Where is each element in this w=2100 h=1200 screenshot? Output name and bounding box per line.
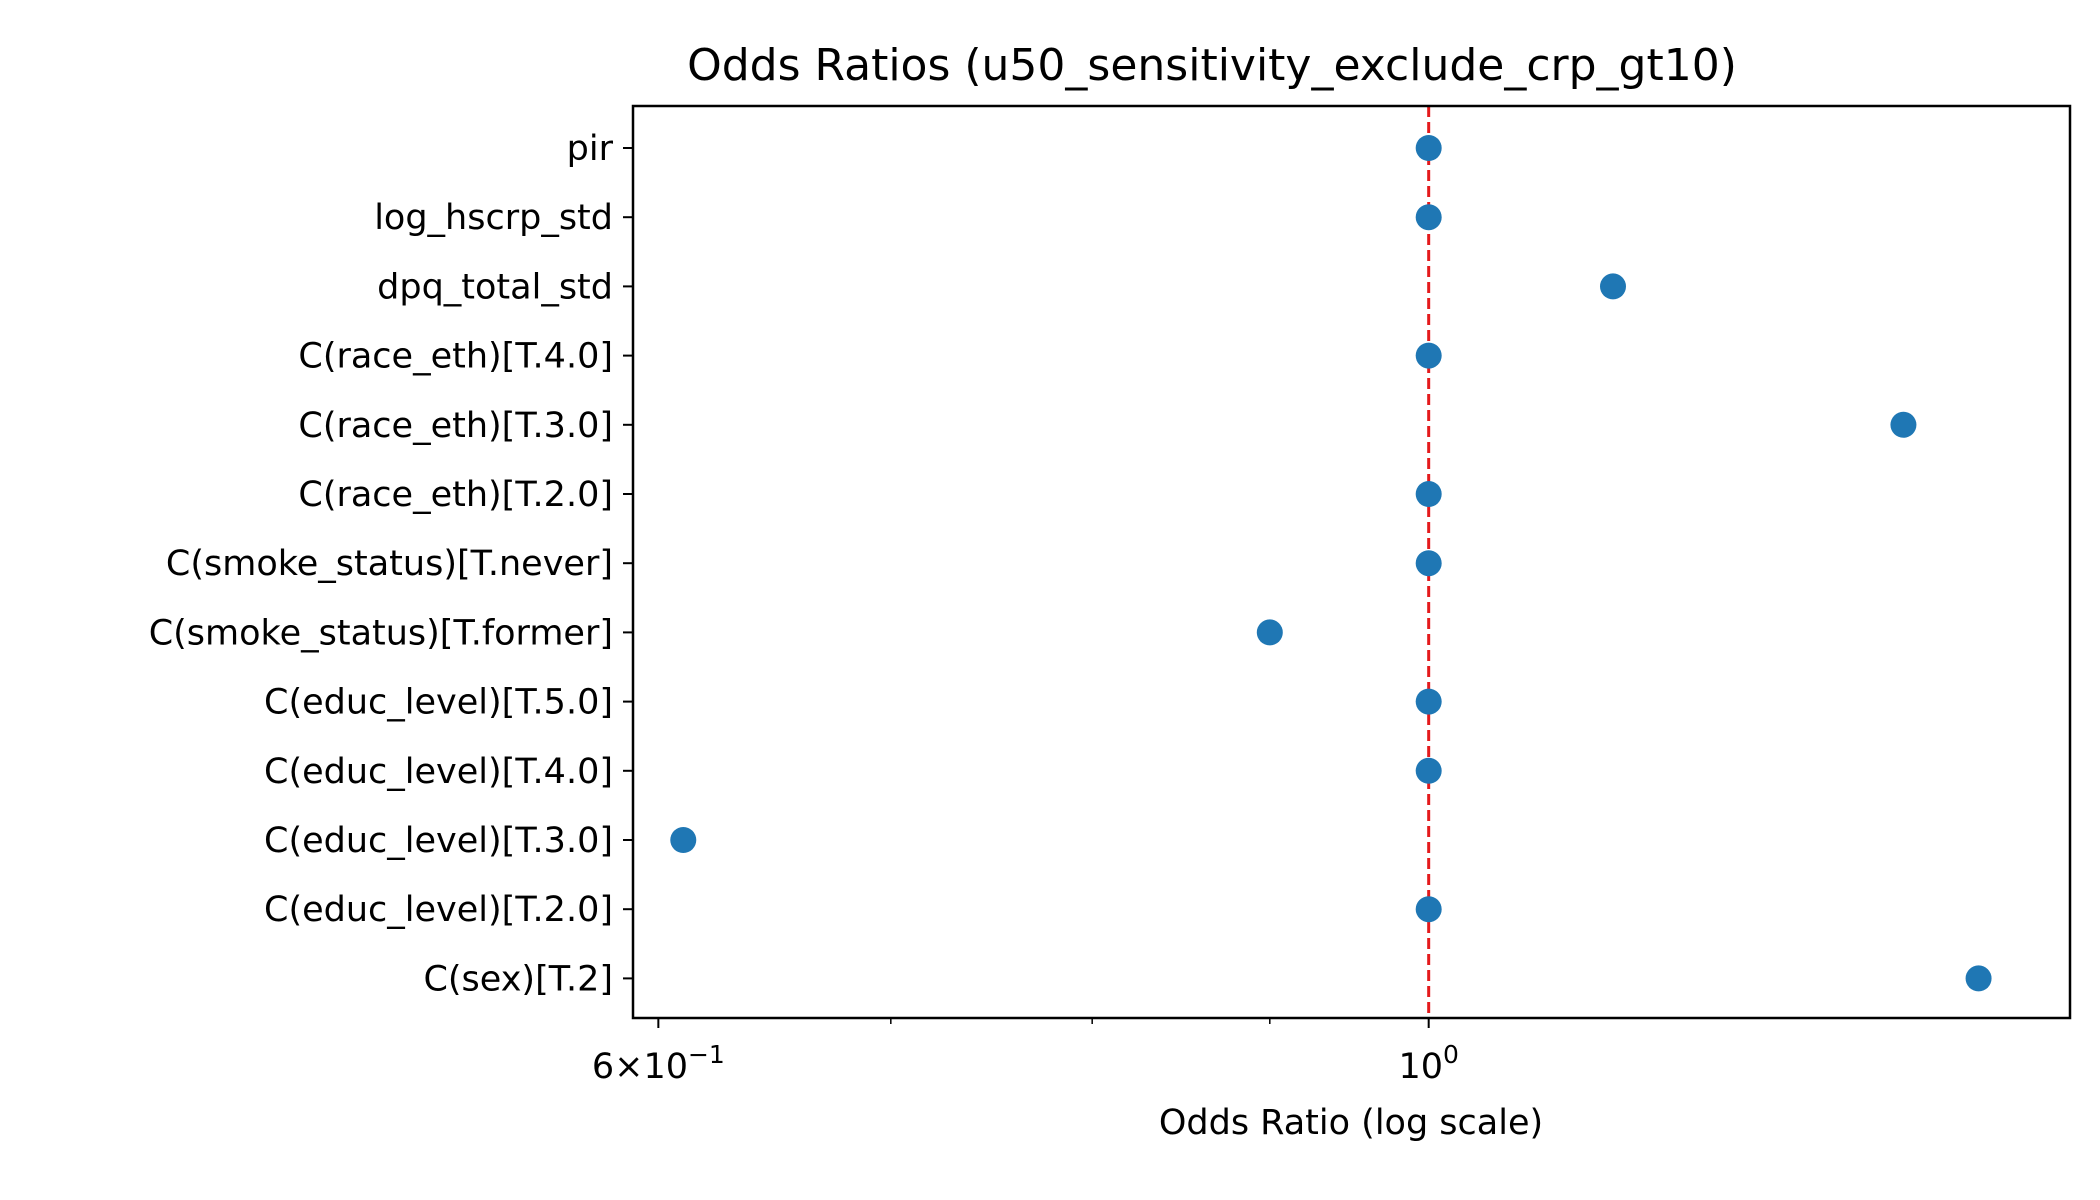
data-point	[1415, 204, 1442, 231]
data-point	[1965, 965, 1992, 992]
y-tick-label: C(educ_level)[T.3.0]	[264, 821, 613, 861]
data-point	[670, 827, 697, 853]
data-point	[1415, 896, 1442, 923]
plot-area: pir log_hscrp_std dpq_total_std C(race_eth)…	[149, 106, 1992, 1087]
y-tick-label: C(race_eth)[T.2.0]	[298, 475, 613, 515]
y-tick-label: C(race_eth)[T.4.0]	[298, 337, 613, 377]
y-tick-label: C(smoke_status)[T.former]	[149, 613, 613, 653]
data-point	[1415, 757, 1442, 784]
y-tick-label: C(smoke_status)[T.never]	[166, 544, 613, 584]
data-point	[1415, 550, 1442, 577]
data-point	[1415, 688, 1442, 715]
data-point	[1415, 135, 1442, 161]
data-point	[1415, 481, 1442, 507]
y-tick-label: C(educ_level)[T.2.0]	[264, 890, 613, 930]
x-tick-label: 6×10−1	[592, 1040, 725, 1087]
y-tick-label: pir	[567, 129, 614, 169]
data-point	[1890, 411, 1917, 438]
axes-frame	[631, 104, 2072, 1020]
y-tick-label: dpq_total_std	[377, 267, 613, 307]
data-point	[1415, 342, 1442, 369]
data-point	[1599, 273, 1626, 300]
y-tick-label: log_hscrp_std	[374, 198, 613, 238]
x-tick-label: 100	[1398, 1040, 1458, 1087]
y-tick-label: C(educ_level)[T.5.0]	[264, 683, 613, 723]
data-point	[1256, 619, 1283, 646]
chart-title: Odds Ratios (u50_sensitivity_exclude_crp…	[687, 40, 1737, 91]
y-tick-label: C(race_eth)[T.3.0]	[298, 406, 613, 446]
y-tick-label: C(sex)[T.2]	[423, 959, 613, 999]
x-axis-label: Odds Ratio (log scale)	[1159, 1103, 1543, 1143]
y-tick-label: C(educ_level)[T.4.0]	[264, 752, 613, 792]
